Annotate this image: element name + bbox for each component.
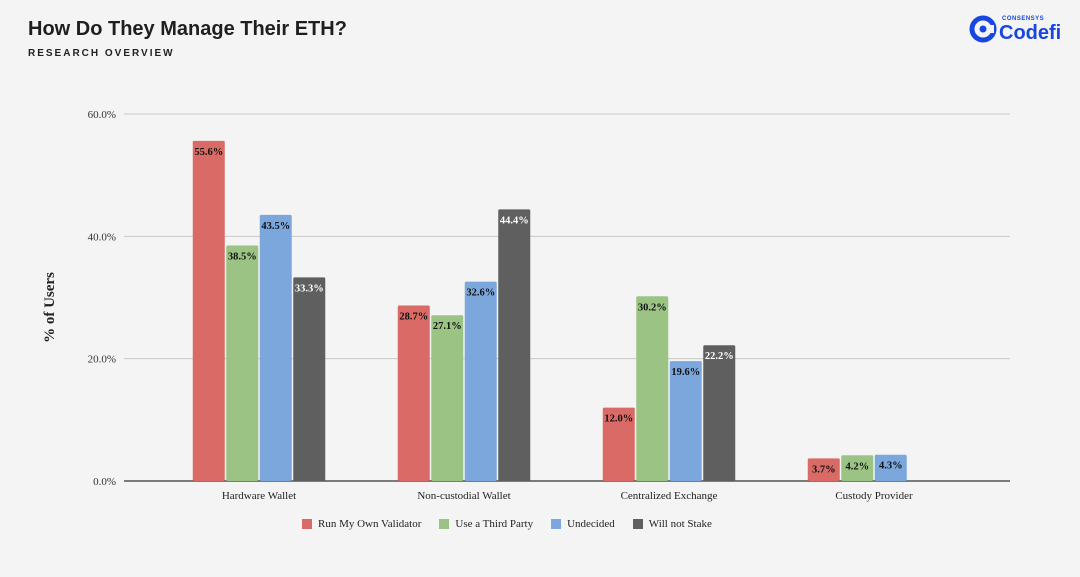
bar <box>703 345 736 481</box>
codefi-logo-icon <box>969 15 997 43</box>
x-tick-label: Non-custodial Wallet <box>417 490 510 502</box>
bar <box>807 458 840 481</box>
data-label: 44.4% <box>500 215 529 226</box>
data-label: 4.2% <box>845 461 869 472</box>
data-label: 22.2% <box>705 351 734 362</box>
bar <box>464 281 497 481</box>
page-subtitle: RESEARCH OVERVIEW <box>28 48 175 59</box>
legend-label: Use a Third Party <box>455 518 534 530</box>
legend-swatch <box>439 519 450 529</box>
bar <box>841 455 874 481</box>
bar <box>874 454 907 481</box>
bar <box>226 245 259 481</box>
legend-item: Use a Third Party <box>439 518 533 530</box>
x-tick-label: Centralized Exchange <box>621 490 718 502</box>
legend-swatch <box>632 519 643 529</box>
bar <box>259 214 292 482</box>
y-axis-label: % of Users <box>42 272 58 343</box>
logo-codefi-text: Codefi <box>999 22 1062 44</box>
logo-consensys-text: CONSENSYS <box>1002 16 1045 22</box>
data-label: 3.7% <box>812 464 836 475</box>
data-label: 33.3% <box>295 283 324 294</box>
bar <box>498 209 531 482</box>
data-label: 30.2% <box>638 302 667 313</box>
legend-item: Will not Stake <box>632 518 712 530</box>
bar <box>636 296 669 481</box>
data-label: 12.0% <box>604 414 633 425</box>
bar <box>293 277 326 481</box>
data-label: 19.6% <box>671 367 700 378</box>
bar <box>431 315 464 481</box>
legend-swatch <box>551 519 562 529</box>
chart-legend: Run My Own Validator Use a Third Party Und… <box>302 518 712 530</box>
bar <box>669 361 702 481</box>
data-label: 27.1% <box>433 321 462 332</box>
y-tick-label: 60.0% <box>88 109 116 121</box>
legend-item: Undecided <box>551 518 615 530</box>
page-title: How Do They Manage Their ETH? <box>28 18 347 40</box>
legend-label: Will not Stake <box>648 518 712 530</box>
data-label: 4.3% <box>879 461 903 472</box>
data-label: 55.6% <box>194 147 223 158</box>
y-tick-label: 40.0% <box>88 231 116 243</box>
legend-label: Run My Own Validator <box>318 518 422 530</box>
legend-item: Run My Own Validator <box>302 518 421 530</box>
bar <box>602 407 635 481</box>
x-tick-label: Custody Provider <box>835 490 913 502</box>
y-tick-label: 20.0% <box>88 354 116 366</box>
codefi-logo: CONSENSYS Codefi <box>968 12 1068 48</box>
data-label: 28.7% <box>399 311 428 322</box>
data-label: 32.6% <box>466 288 495 299</box>
bar <box>192 140 225 481</box>
legend-swatch <box>302 519 312 529</box>
data-label: 38.5% <box>228 252 257 263</box>
y-tick-label: 0.0% <box>93 476 116 488</box>
legend-label: Undecided <box>567 518 615 530</box>
data-label: 43.5% <box>261 221 290 232</box>
bar <box>397 305 430 481</box>
x-tick-label: Hardware Wallet <box>222 490 296 502</box>
